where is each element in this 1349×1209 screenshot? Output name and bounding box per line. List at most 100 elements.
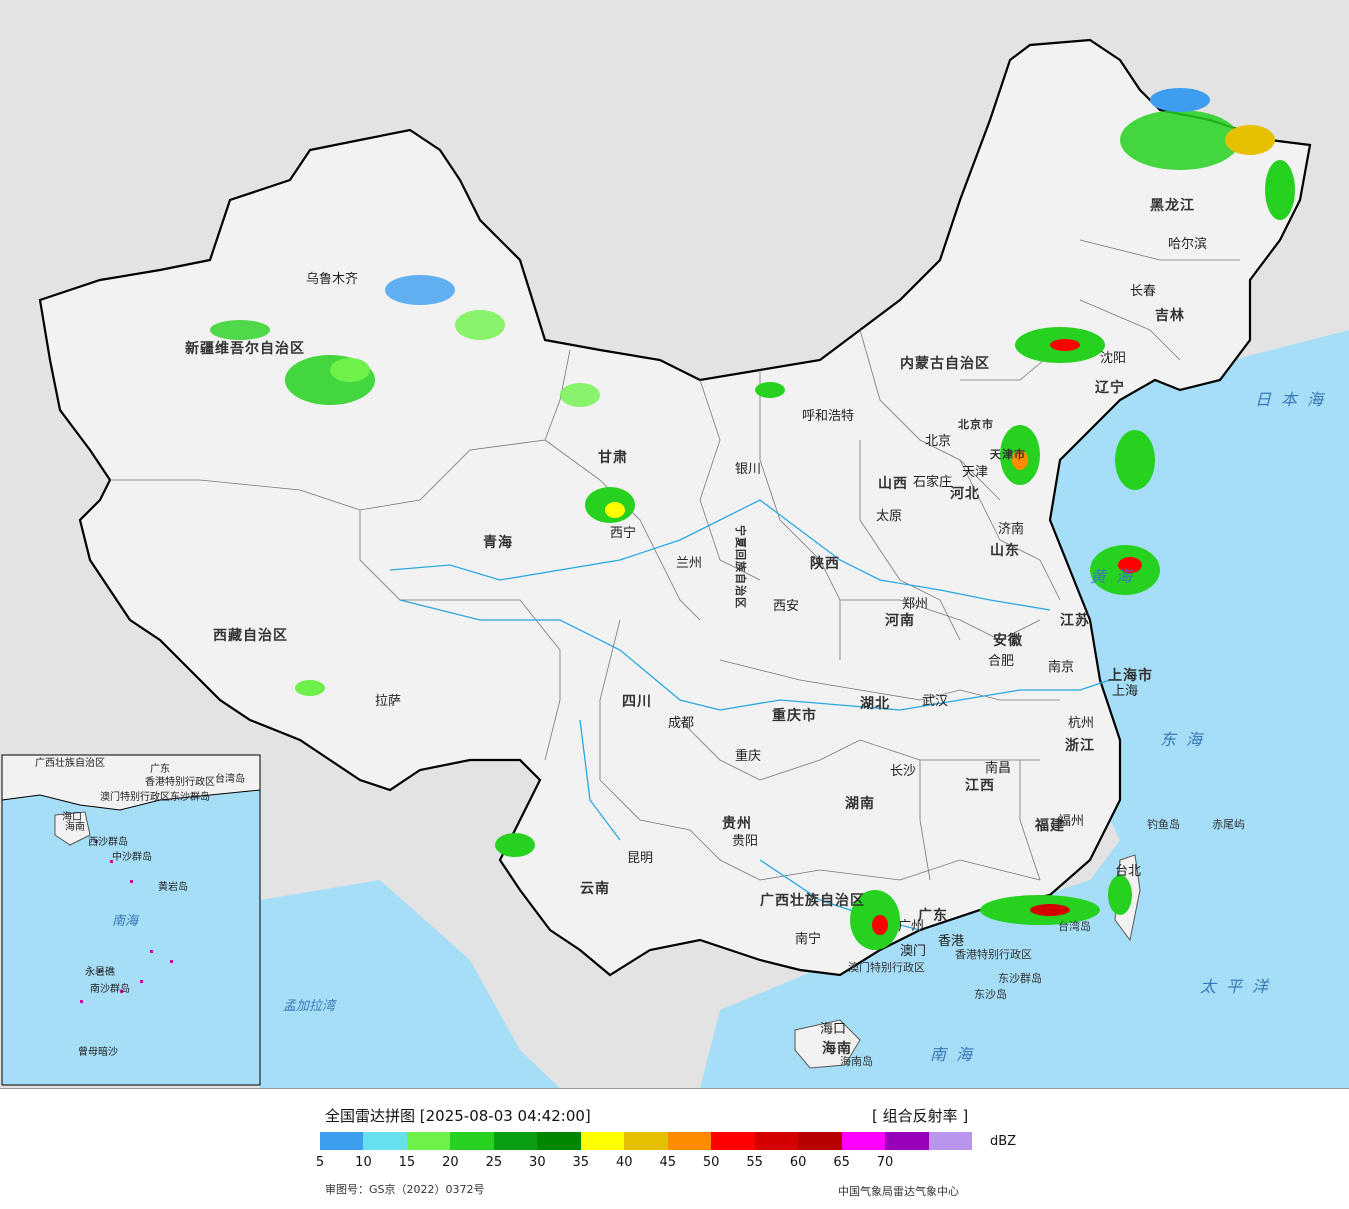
city-hohhot: 呼和浩特 — [802, 409, 854, 424]
scale-label: 60 — [789, 1155, 807, 1170]
province-hubei: 湖北 — [860, 696, 890, 712]
hainan-island — [794, 1019, 861, 1069]
province-shaanxi: 陕西 — [810, 555, 840, 572]
sea-pacific: 太平洋 — [1200, 977, 1278, 996]
province-borders — [110, 239, 1240, 881]
scale-label: 10 — [355, 1155, 372, 1170]
city-changchun: 长春 — [1130, 284, 1156, 299]
province-gansu: 甘肃 — [598, 449, 628, 466]
city-nanjing: 南京 — [1048, 659, 1074, 675]
city-urumqi: 乌鲁木齐 — [306, 271, 358, 287]
city-taipei: 台北 — [1115, 864, 1141, 879]
legend-panel: 全国雷达拼图 [2025-08-03 04:42:00] [ 组合反射率 ] d… — [0, 1088, 1349, 1209]
scale-label: 40 — [615, 1155, 633, 1170]
province-jiangsu: 江苏 — [1060, 612, 1090, 629]
city-hefei: 合肥 — [988, 654, 1014, 669]
city-guiyang: 贵阳 — [732, 834, 758, 849]
scale-swatch — [406, 1132, 451, 1150]
city-yinchuan: 银川 — [735, 462, 761, 477]
province-jiangxi: 江西 — [965, 777, 995, 794]
scale-swatch — [798, 1132, 842, 1150]
province-hebei: 河北 — [950, 485, 980, 502]
scale-label: 20 — [442, 1155, 459, 1170]
inset-hongkong: 香港特别行政区 — [145, 775, 215, 788]
city-beijing: 北京 — [925, 434, 951, 449]
city-tianjin: 天津 — [962, 465, 988, 480]
city-lanzhou: 兰州 — [676, 556, 702, 571]
scale-label: 5 — [315, 1155, 325, 1170]
city-macau: 澳门 — [900, 943, 926, 959]
scale-swatch — [928, 1132, 973, 1150]
china-land — [38, 38, 1312, 977]
inset-xisha: 西沙群岛 — [88, 835, 128, 848]
label-macau-sar: 澳门特别行政区 — [848, 960, 925, 974]
province-chongqing: 重庆市 — [772, 707, 817, 724]
radar-map: 新疆维吾尔自治区 西藏自治区 青海 甘肃 内蒙古自治区 黑龙江 吉林 辽宁 河北… — [0, 0, 1349, 1088]
province-neimenggu: 内蒙古自治区 — [900, 355, 990, 372]
scale-swatch — [580, 1132, 625, 1150]
radar-echoes — [210, 88, 1295, 950]
label-dongsha-islands: 东沙群岛 — [998, 971, 1042, 985]
sea-japan: 日本海 — [1255, 390, 1333, 409]
inset-hainan: 海南 — [65, 820, 85, 833]
scale-label: 15 — [398, 1155, 416, 1170]
city-taiyuan: 太原 — [876, 509, 902, 524]
rivers — [389, 499, 1111, 931]
province-hainan: 海南 — [822, 1040, 852, 1057]
city-nanning: 南宁 — [795, 931, 821, 947]
city-guangzhou: 广州 — [898, 919, 924, 934]
scale-label: 65 — [833, 1155, 850, 1170]
scale-label: 70 — [876, 1155, 894, 1170]
label-hainan-island: 海南岛 — [840, 1054, 873, 1068]
inset-south-sea: 南海 — [112, 914, 140, 929]
province-hunan: 湖南 — [845, 795, 875, 812]
city-harbin: 哈尔滨 — [1168, 236, 1207, 252]
color-scale — [320, 1132, 973, 1150]
province-guangdong: 广东 — [918, 907, 948, 924]
inset-guangdong: 广东 — [150, 762, 170, 775]
legend-product: [ 组合反射率 ] — [872, 1107, 969, 1125]
sea-yellow: 黄海 — [1090, 567, 1142, 586]
province-xizang: 西藏自治区 — [213, 627, 288, 644]
province-shanxi: 山西 — [878, 476, 908, 492]
city-shanghai: 上海 — [1112, 684, 1138, 699]
approval-number: 审图号：GS京（2022）0372号 — [325, 1183, 485, 1196]
province-henan: 河南 — [885, 612, 915, 629]
city-hangzhou: 杭州 — [1068, 716, 1094, 731]
inset-taiwan: 台湾岛 — [215, 772, 245, 785]
city-changsha: 长沙 — [890, 764, 916, 779]
city-xian: 西安 — [773, 599, 799, 614]
label-hongkong-sar: 香港特别行政区 — [955, 947, 1032, 961]
scale-swatch — [711, 1132, 755, 1150]
inset-haikou: 海口 — [62, 810, 82, 823]
label-taiwan-island: 台湾岛 — [1058, 919, 1091, 933]
inset-huangyan: 黄岩岛 — [158, 880, 188, 893]
scale-swatch — [363, 1132, 407, 1150]
legend-unit: dBZ — [990, 1134, 1017, 1149]
city-nanchang: 南昌 — [985, 760, 1011, 776]
province-ningxia: 宁夏回族自治区 — [734, 525, 748, 609]
inset-yongshu: 永暑礁 — [85, 965, 115, 978]
province-shandong: 山东 — [990, 542, 1020, 559]
scale-swatch — [885, 1132, 929, 1150]
city-haikou: 海口 — [820, 1022, 846, 1037]
city-hongkong: 香港 — [938, 934, 964, 949]
inset-macau: 澳门特别行政区 — [100, 790, 170, 803]
legend-title: 全国雷达拼图 [2025-08-03 04:42:00] — [325, 1107, 591, 1125]
scale-swatch — [320, 1132, 364, 1150]
city-wuhan: 武汉 — [922, 694, 948, 709]
city-kunming: 昆明 — [627, 851, 653, 866]
province-jilin: 吉林 — [1155, 307, 1185, 324]
sea-south-china: 南海 — [930, 1045, 982, 1064]
province-xinjiang: 新疆维吾尔自治区 — [185, 340, 305, 357]
inset-guangxi: 广西壮族自治区 — [35, 756, 105, 769]
province-zhejiang: 浙江 — [1065, 737, 1095, 754]
city-xining: 西宁 — [610, 525, 636, 541]
scale-label: 45 — [659, 1155, 676, 1170]
inset-zengmu: 曾母暗沙 — [78, 1045, 118, 1058]
province-anhui: 安徽 — [993, 632, 1023, 649]
province-shanghai: 上海市 — [1108, 667, 1153, 684]
inset-dongsha: 东沙群岛 — [170, 790, 210, 803]
scale-label: 30 — [529, 1155, 546, 1170]
scale-swatch — [493, 1132, 538, 1150]
